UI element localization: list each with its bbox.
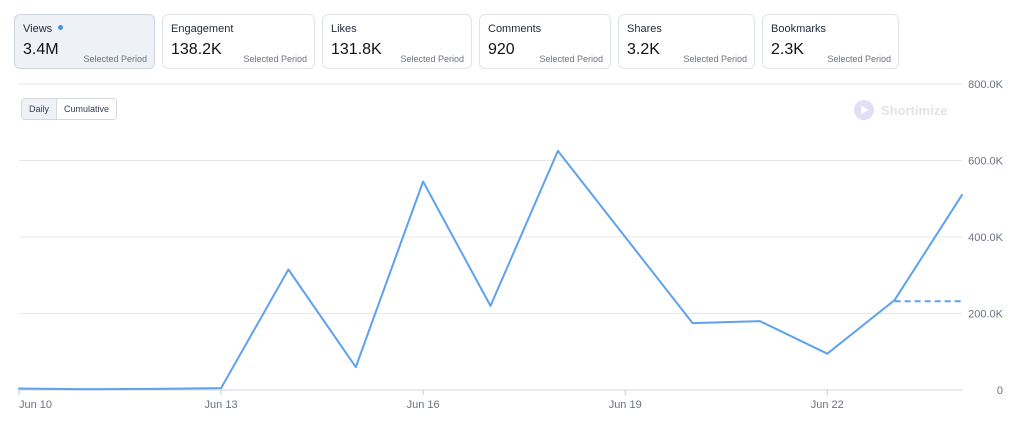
views-series-line	[18, 149, 963, 391]
y-tick-label: 0	[997, 385, 1003, 397]
metric-card-engagement[interactable]: Engagement 138.2K Selected Period	[162, 14, 315, 69]
metric-value-bookmarks: 2.3K	[771, 41, 804, 58]
metric-period-views: Selected Period	[83, 54, 147, 64]
y-tick-label: 600.0K	[968, 156, 1004, 168]
metric-period-shares: Selected Period	[683, 54, 747, 64]
x-tick-label: Jun 19	[609, 399, 642, 411]
shortimize-logo-icon	[854, 100, 874, 120]
metric-card-comments[interactable]: Comments 920 Selected Period	[479, 14, 611, 69]
metric-value-engagement: 138.2K	[171, 41, 222, 58]
metric-period-comments: Selected Period	[539, 54, 603, 64]
shortimize-watermark: Shortimize	[853, 99, 947, 121]
metric-value-likes: 131.8K	[331, 41, 382, 58]
y-tick-label: 400.0K	[968, 232, 1004, 244]
cumulative-toggle-button[interactable]: Cumulative	[57, 99, 117, 119]
x-tick-label: Jun 22	[811, 399, 844, 411]
x-tick-label: Jun 16	[407, 399, 440, 411]
metric-value-views: 3.4M	[23, 41, 59, 58]
daily-toggle-button[interactable]: Daily	[22, 99, 58, 119]
x-tick-label: Jun 13	[205, 399, 238, 411]
watermark-text: Shortimize	[881, 102, 948, 118]
metric-value-shares: 3.2K	[627, 41, 660, 58]
metric-period-likes: Selected Period	[400, 54, 464, 64]
metric-cards: Views 3.4M Selected Period Engagement 13…	[14, 14, 899, 69]
metric-card-likes[interactable]: Likes 131.8K Selected Period	[322, 14, 472, 69]
metric-label-engagement: Engagement	[171, 23, 234, 35]
selected-dot-icon	[58, 25, 64, 30]
metric-card-bookmarks[interactable]: Bookmarks 2.3K Selected Period	[762, 14, 899, 69]
metric-period-engagement: Selected Period	[243, 54, 307, 64]
metric-label-bookmarks: Bookmarks	[771, 23, 827, 35]
metric-value-comments: 920	[488, 41, 515, 58]
metric-card-views[interactable]: Views 3.4M Selected Period	[14, 14, 155, 69]
metric-label-comments: Comments	[488, 23, 542, 35]
metric-label-views: Views	[23, 23, 53, 35]
y-tick-label: 800.0K	[968, 79, 1004, 91]
view-mode-toggle: Daily Cumulative	[21, 98, 118, 120]
metric-card-shares[interactable]: Shares 3.2K Selected Period	[618, 14, 755, 69]
metric-label-shares: Shares	[627, 23, 662, 35]
x-tick-label: Jun 10	[19, 399, 52, 411]
y-tick-label: 200.0K	[968, 309, 1004, 321]
metric-label-likes: Likes	[331, 23, 357, 35]
metric-period-bookmarks: Selected Period	[827, 54, 891, 64]
